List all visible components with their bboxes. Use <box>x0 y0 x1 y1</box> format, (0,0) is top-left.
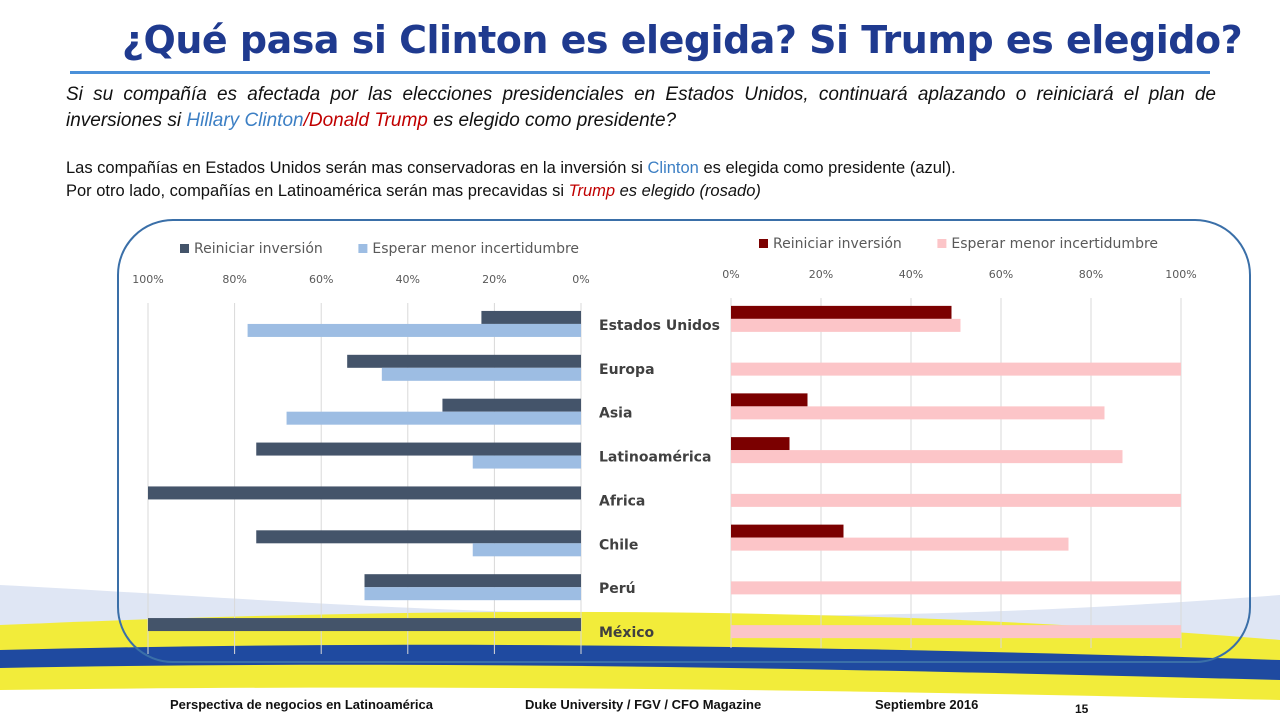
bar <box>364 587 581 601</box>
x-tick-label: 20% <box>809 268 833 281</box>
category-label: Chile <box>599 537 638 553</box>
category-label: Latinoamérica <box>599 450 711 466</box>
bar <box>148 486 581 500</box>
note-line1-a: Las compañías en Estados Unidos serán ma… <box>66 159 648 177</box>
survey-question: Si su compañía es afectada por las elecc… <box>66 82 1216 134</box>
x-tick-label: 60% <box>309 273 333 286</box>
legend-swatch <box>937 239 947 248</box>
bar <box>381 367 581 381</box>
bar <box>472 455 581 469</box>
bar <box>731 393 808 407</box>
question-slash: / <box>303 110 309 131</box>
bar <box>731 493 1181 507</box>
category-label: Asia <box>599 406 632 422</box>
category-label: Europa <box>599 362 655 378</box>
x-tick-label: 0% <box>722 268 739 281</box>
legend-label: Reiniciar inversión <box>773 236 902 252</box>
charts-frame <box>117 219 1251 663</box>
legend-label: Esperar menor incertidumbre <box>372 241 579 257</box>
legend-swatch <box>180 244 189 253</box>
x-tick-label: 100% <box>1165 268 1196 281</box>
question-text-part1: Si su compañía es afectada por las elecc… <box>66 84 1216 131</box>
footer-left: Perspectiva de negocios en Latinoamérica <box>170 697 433 712</box>
bar <box>731 305 952 319</box>
question-clinton: Hillary Clinton <box>186 110 304 131</box>
legend-label: Esperar menor incertidumbre <box>951 236 1158 252</box>
footer-right: Septiembre 2016 <box>875 697 979 712</box>
x-tick-label: 0% <box>572 273 589 286</box>
category-label: México <box>599 625 655 641</box>
x-tick-label: 40% <box>396 273 420 286</box>
x-tick-label: 100% <box>132 273 163 286</box>
bar <box>481 310 581 324</box>
x-tick-label: 20% <box>482 273 506 286</box>
bar <box>731 537 1069 551</box>
legend-swatch <box>358 244 368 253</box>
x-tick-label: 80% <box>1079 268 1103 281</box>
category-label: Perú <box>599 581 636 597</box>
bar <box>247 323 581 337</box>
footer-middle: Duke University / FGV / CFO Magazine <box>525 697 762 712</box>
x-tick-label: 40% <box>899 268 923 281</box>
bar <box>256 442 581 456</box>
summary-note: Las compañías en Estados Unidos serán ma… <box>66 157 1246 203</box>
note-line1-b: es elegida como presidente (azul). <box>698 159 956 177</box>
category-label: Africa <box>599 493 645 509</box>
x-tick-label: 80% <box>222 273 246 286</box>
bar <box>731 437 790 451</box>
x-tick-label: 60% <box>989 268 1013 281</box>
note-line2-a: Por otro lado, compañías en Latinoaméric… <box>66 182 569 200</box>
bar <box>472 543 581 557</box>
bar <box>731 581 1181 595</box>
bar <box>731 406 1105 420</box>
note-trump: Trump <box>568 182 616 200</box>
bar <box>442 398 581 412</box>
bar <box>286 411 581 425</box>
question-trump: Donald Trump <box>308 110 428 131</box>
page-number: 15 <box>1075 702 1089 716</box>
clinton-chart: 100% 80% 60% 40% 20% 0% Reiniciar inversión Esp… <box>132 241 720 654</box>
bar <box>364 574 581 588</box>
question-text-part2: es elegido como presidente? <box>427 110 677 131</box>
legend-label: Reiniciar inversión <box>194 241 323 257</box>
bar <box>148 618 581 632</box>
bar <box>347 354 581 368</box>
note-clinton: Clinton <box>647 159 699 177</box>
trump-chart: 0% 20% 40% 60% 80% 100% Reiniciar inversión Esp… <box>722 236 1197 648</box>
note-line2-b: es elegido (rosado) <box>615 182 761 200</box>
title-underline <box>70 71 1210 74</box>
note-line-2: Por otro lado, compañías en Latinoaméric… <box>66 180 1246 203</box>
bar <box>731 362 1181 376</box>
bar <box>731 450 1123 464</box>
bar <box>731 625 1181 639</box>
note-line-1: Las compañías en Estados Unidos serán ma… <box>66 157 1246 180</box>
bar <box>256 530 581 544</box>
legend-swatch <box>759 239 768 248</box>
bar <box>731 524 844 538</box>
page-title: ¿Qué pasa si Clinton es elegida? Si Trum… <box>122 18 1243 62</box>
category-label: Estados Unidos <box>599 318 720 334</box>
bar <box>731 318 961 332</box>
